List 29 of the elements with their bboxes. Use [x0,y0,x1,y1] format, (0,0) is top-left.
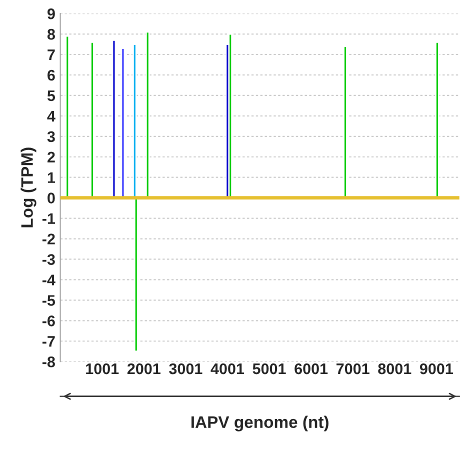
y-tick-label: 2 [47,152,55,162]
y-tick-label: -5 [42,295,56,306]
y-tick-label: -4 [42,274,56,286]
x-tick-label: 2001 [127,363,160,374]
x-axis-title: IAPV genome (nt) [192,416,328,432]
x-tick-label: 9001 [420,363,453,374]
x-tick-label: 4001 [210,363,244,374]
y-tick-label: 5 [47,90,56,102]
x-tick-label: 3001 [169,363,202,374]
y-tick-label: -8 [42,356,55,368]
y-tick-label: -7 [42,336,55,347]
y-tick-label: 8 [47,28,55,40]
x-tick-label: 7001 [336,363,370,374]
y-tick-label: -2 [42,234,55,244]
y-tick-label: -1 [42,213,56,224]
y-tick-label: 0 [48,192,55,204]
y-tick-label: -6 [42,316,55,326]
y-tick-label: 3 [47,131,55,142]
x-tick-label: 5001 [252,363,286,374]
x-tick-label: 8001 [378,363,412,374]
y-tick-label: 6 [48,70,55,81]
x-tick-label: 6001 [294,363,328,374]
y-tick-label: 7 [48,50,55,60]
y-axis-title: Log (TPM) [20,148,36,228]
y-tick-label: 4 [47,110,56,122]
y-tick-label: 9 [47,8,55,20]
x-tick-label: 1001 [86,363,119,374]
y-tick-label: 1 [48,172,56,183]
y-tick-label: -3 [42,254,55,265]
